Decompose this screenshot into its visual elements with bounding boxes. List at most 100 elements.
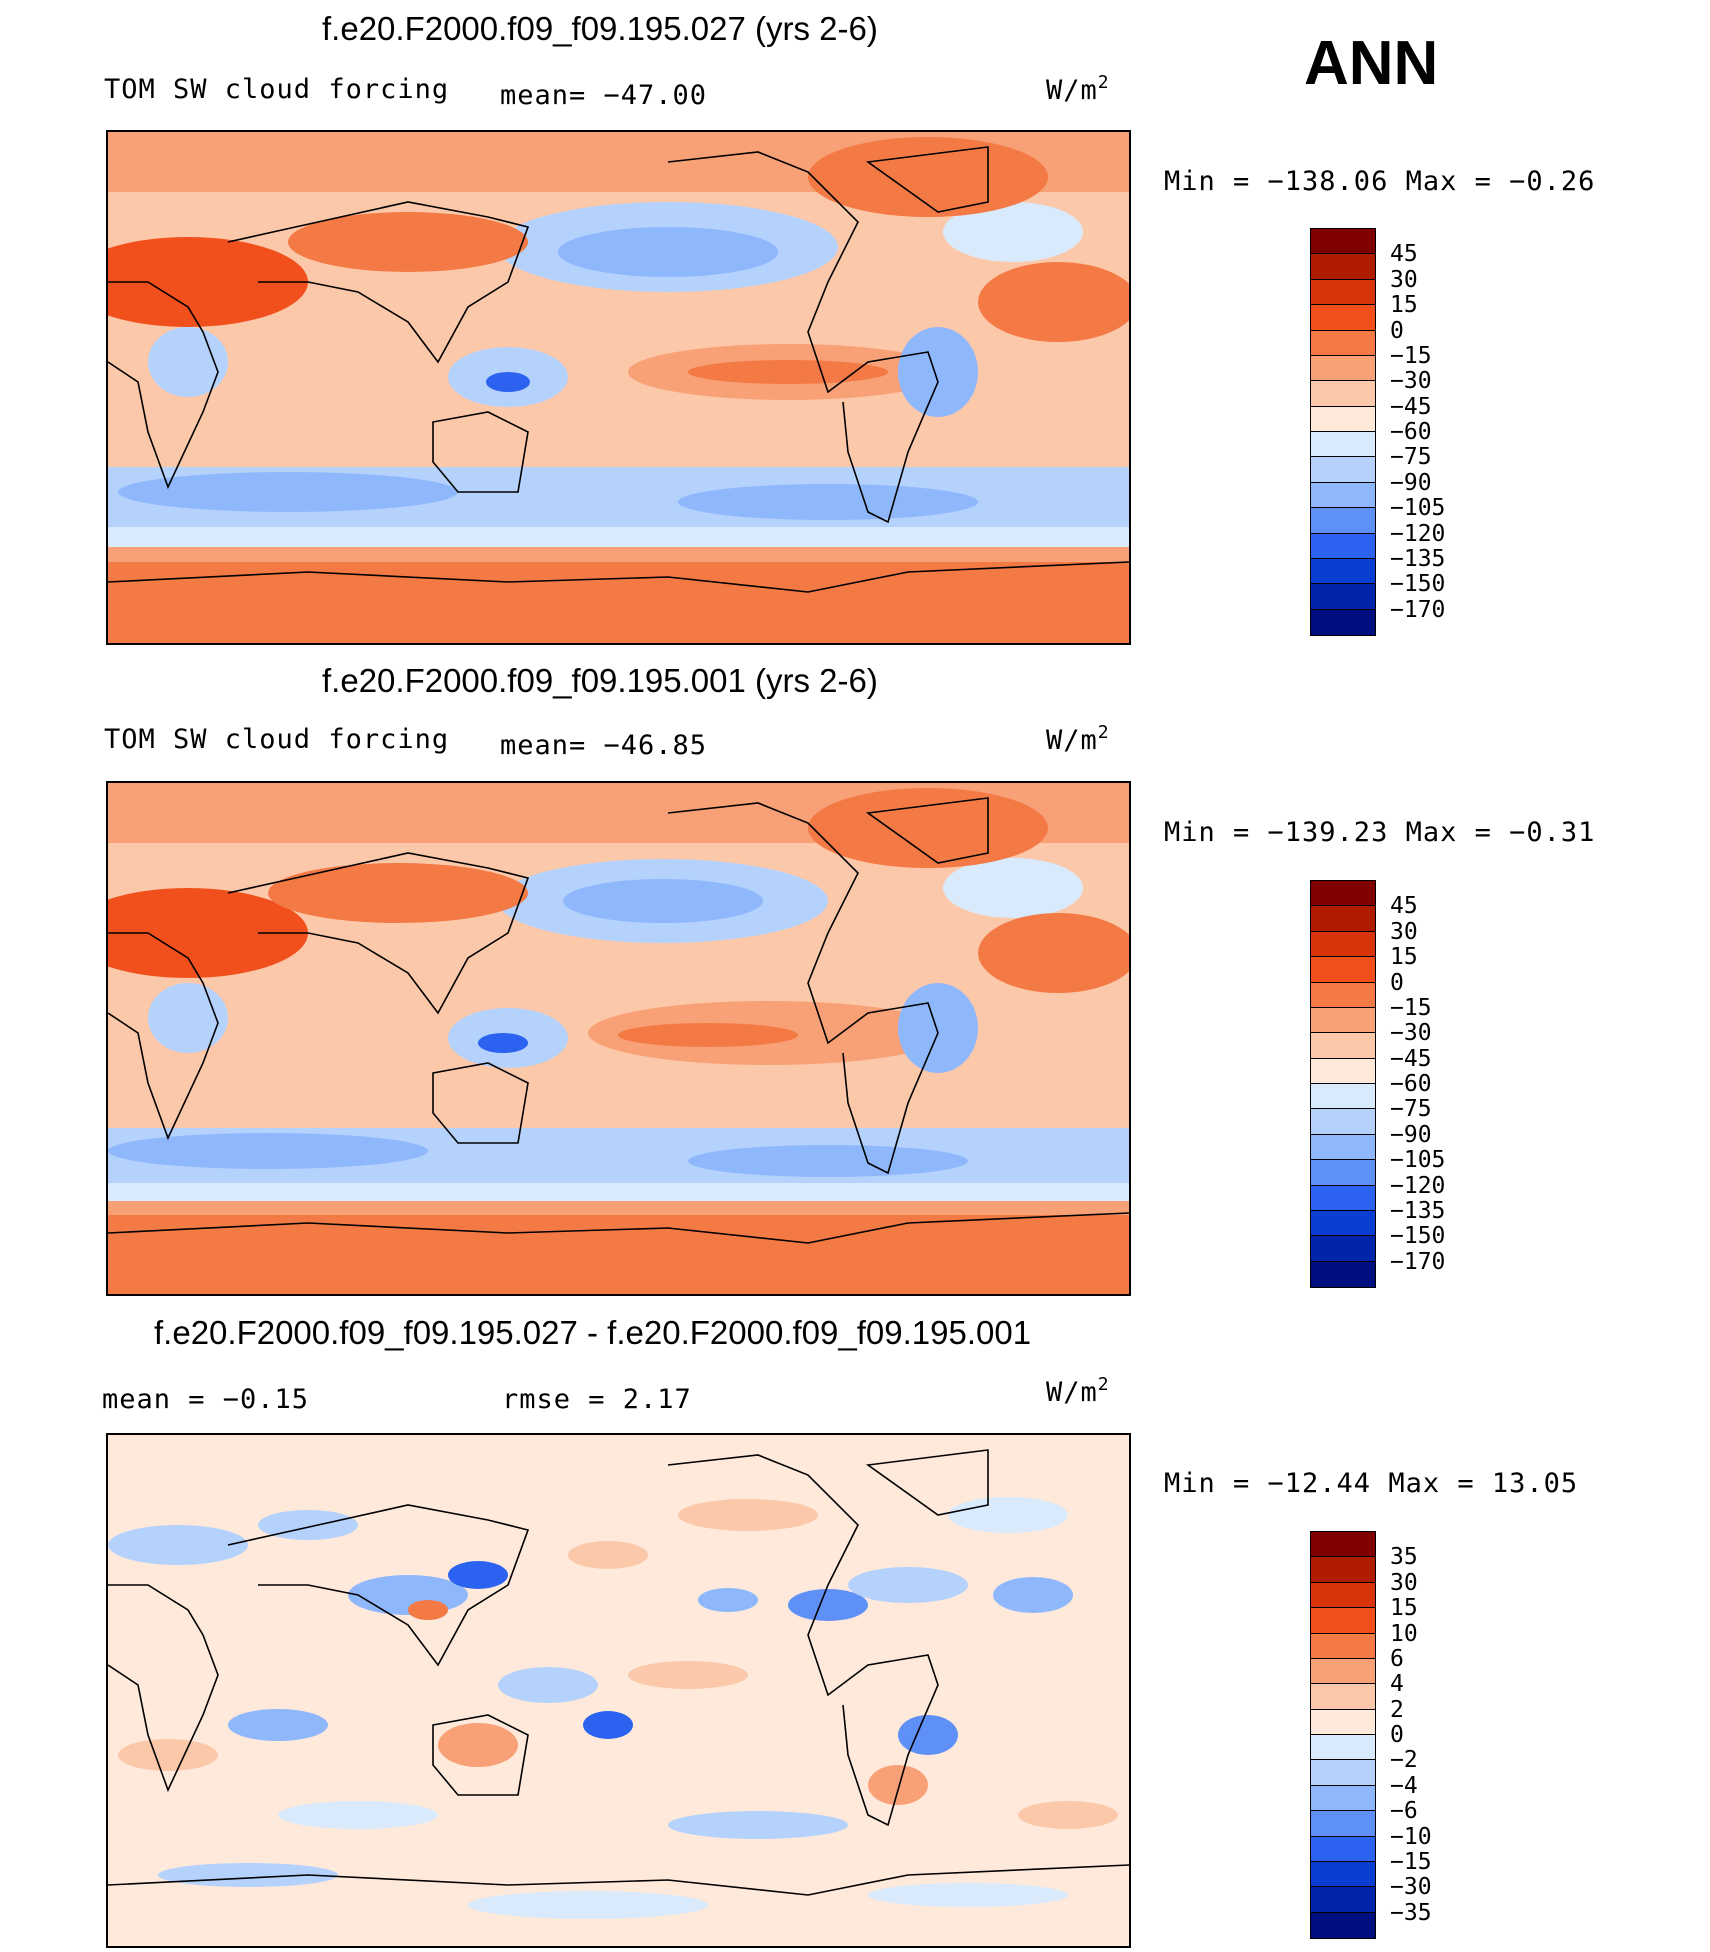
coastlines bbox=[108, 1449, 1129, 1896]
noise-blob bbox=[848, 1567, 968, 1603]
field-asia-orange bbox=[288, 212, 528, 272]
field-natl-blue bbox=[943, 202, 1083, 262]
colorbar-swatch bbox=[1310, 1759, 1376, 1787]
colorbar-swatch bbox=[1310, 456, 1376, 484]
noise-blob bbox=[678, 1499, 818, 1531]
noise-blob bbox=[278, 1801, 438, 1829]
coastlines bbox=[108, 146, 1129, 593]
colorbar-swatch bbox=[1310, 481, 1376, 509]
colorbar-swatch bbox=[1310, 1184, 1376, 1212]
season-label: ANN bbox=[1304, 29, 1439, 98]
colorbar-swatch bbox=[1310, 228, 1376, 255]
colorbar-tick-label: 15 bbox=[1390, 292, 1418, 319]
colorbar-tick-label: −90 bbox=[1390, 469, 1432, 496]
panel1-variable-label: TOM SW cloud forcing bbox=[104, 74, 450, 105]
noise-blob bbox=[698, 1588, 758, 1612]
colorbar-swatch bbox=[1310, 880, 1376, 907]
noise-blob bbox=[228, 1709, 328, 1741]
colorbar-swatch bbox=[1310, 1734, 1376, 1761]
coast-australia bbox=[432, 1062, 529, 1144]
colorbar-swatch bbox=[1310, 507, 1376, 534]
colorbar-tick-label: −10 bbox=[1390, 1823, 1432, 1850]
colorbar-swatch bbox=[1310, 905, 1376, 933]
panel3-colorbar: 35 30 15 10 6 4 2 0 −2 −4 −6 −10 −15 −30 −35 bbox=[1310, 1531, 1432, 1939]
field-npac-blue2 bbox=[563, 879, 763, 923]
colorbar-tick-label: 4 bbox=[1390, 1671, 1404, 1698]
panel3-field bbox=[108, 1435, 1129, 1946]
panel2-title: f.e20.F2000.f09_f09.195.001 (yrs 2-6) bbox=[322, 662, 878, 699]
colorbar-tick-label: −60 bbox=[1390, 419, 1432, 445]
colorbar-tick-label: −45 bbox=[1390, 393, 1432, 420]
field-so-core2 bbox=[678, 484, 978, 520]
colorbar-tick-label: −150 bbox=[1390, 1223, 1446, 1250]
colorbar-swatch bbox=[1310, 1159, 1376, 1186]
colorbar-swatch bbox=[1310, 1632, 1376, 1660]
colorbar-swatch bbox=[1310, 1708, 1376, 1736]
colorbar-tick-label: −90 bbox=[1390, 1121, 1432, 1148]
coast-americas bbox=[667, 1454, 939, 1827]
colorbar-swatch bbox=[1310, 1032, 1376, 1060]
coast-americas bbox=[667, 151, 939, 524]
panel3-mean-label: mean = −0.15 bbox=[102, 1384, 310, 1415]
noise-blob bbox=[108, 1525, 248, 1565]
noise-blob bbox=[118, 1739, 218, 1771]
colorbar-swatch bbox=[1310, 405, 1376, 433]
colorbar-tick-label: 10 bbox=[1390, 1620, 1418, 1647]
colorbar-tick-label: −75 bbox=[1390, 1096, 1432, 1123]
coastlines bbox=[108, 797, 1129, 1244]
panel3-minmax: Min = −12.44 Max = 13.05 bbox=[1164, 1468, 1579, 1499]
colorbar-swatch bbox=[1310, 1235, 1376, 1263]
noise-blob bbox=[438, 1723, 518, 1767]
panel1-title: f.e20.F2000.f09_f09.195.027 (yrs 2-6) bbox=[322, 10, 878, 47]
colorbar-tick-label: −6 bbox=[1390, 1798, 1418, 1825]
field-noise bbox=[108, 1497, 1118, 1919]
noise-blob bbox=[568, 1541, 648, 1569]
colorbar-swatch bbox=[1310, 329, 1376, 357]
colorbar-tick-label: −170 bbox=[1390, 596, 1446, 623]
coast-americas bbox=[667, 802, 939, 1175]
field-atl-orange bbox=[978, 262, 1129, 342]
colorbar-swatch bbox=[1310, 583, 1376, 611]
colorbar-swatch bbox=[1310, 380, 1376, 408]
field-antarctica bbox=[108, 562, 1129, 643]
field-natl-blue bbox=[943, 858, 1083, 918]
field-so-core2 bbox=[688, 1145, 968, 1177]
colorbar-tick-label: 0 bbox=[1390, 1722, 1404, 1748]
field-congo bbox=[148, 983, 228, 1053]
colorbar-swatch bbox=[1310, 930, 1376, 958]
field-amazon bbox=[898, 983, 978, 1073]
panel1-mean-label: mean= −47.00 bbox=[500, 80, 708, 111]
noise-blob bbox=[408, 1600, 448, 1620]
colorbar-swatch bbox=[1310, 557, 1376, 585]
colorbar-tick-label: −35 bbox=[1390, 1899, 1432, 1926]
field-atl-orange bbox=[978, 913, 1129, 993]
colorbar-tick-label: 0 bbox=[1390, 969, 1404, 996]
colorbar-tick-label: −120 bbox=[1390, 520, 1446, 547]
noise-blob bbox=[868, 1765, 928, 1805]
colorbar-swatch bbox=[1310, 608, 1376, 636]
colorbar-tick-label: 45 bbox=[1390, 241, 1418, 268]
colorbar-tick-label: 15 bbox=[1390, 944, 1418, 971]
field-npac-blue2 bbox=[558, 227, 778, 277]
panel2-mean-label: mean= −46.85 bbox=[500, 730, 708, 761]
noise-blob bbox=[628, 1661, 748, 1689]
colorbar-tick-label: −15 bbox=[1390, 1848, 1432, 1875]
noise-blob bbox=[348, 1575, 468, 1615]
noise-blob bbox=[448, 1561, 508, 1589]
colorbar-tick-label: −15 bbox=[1390, 994, 1432, 1021]
field-antarctica-edge bbox=[108, 1201, 1129, 1215]
panel1-field bbox=[108, 132, 1129, 643]
colorbar-swatch bbox=[1310, 304, 1376, 331]
panel2-colorbar: 45 30 15 0 −15 −30 −45 −60 −75 −90 −105 −120 −135 −15… bbox=[1310, 880, 1445, 1288]
colorbar-tick-label: 30 bbox=[1390, 918, 1418, 945]
colorbar-swatch bbox=[1310, 1260, 1376, 1288]
colorbar-tick-label: 30 bbox=[1390, 1569, 1418, 1596]
colorbar-swatch bbox=[1310, 1108, 1376, 1136]
field-asia-orange bbox=[268, 863, 528, 923]
noise-blob bbox=[668, 1811, 848, 1839]
colorbar-tick-label: −135 bbox=[1390, 1197, 1446, 1224]
colorbar-swatch bbox=[1310, 1133, 1376, 1161]
field-so-edge bbox=[108, 527, 1129, 547]
field-maritime2 bbox=[486, 372, 530, 392]
colorbar-swatch bbox=[1310, 1556, 1376, 1584]
